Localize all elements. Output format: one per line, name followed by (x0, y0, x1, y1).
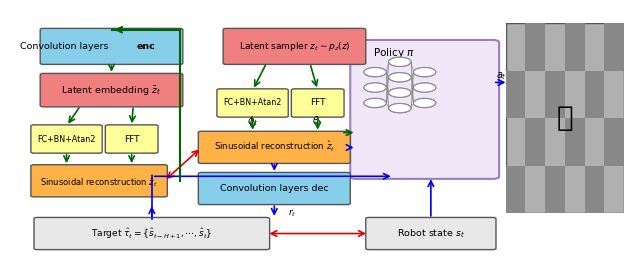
Text: Latent embedding $\bar{z}_t$: Latent embedding $\bar{z}_t$ (61, 84, 161, 97)
Text: Target $\hat{\tau}_t = \{\hat{s}_{t-H+1}, \cdots, \hat{s}_t\}$: Target $\hat{\tau}_t = \{\hat{s}_{t-H+1}… (91, 226, 212, 241)
Bar (506, 166, 525, 213)
FancyBboxPatch shape (291, 89, 344, 117)
Text: FC+BN+Atan2: FC+BN+Atan2 (37, 134, 96, 144)
FancyBboxPatch shape (350, 40, 499, 179)
Circle shape (364, 68, 386, 77)
Circle shape (364, 83, 386, 92)
FancyBboxPatch shape (31, 165, 167, 197)
FancyBboxPatch shape (217, 89, 288, 117)
Text: Latent sampler $z_t \sim p_z(z)$: Latent sampler $z_t \sim p_z(z)$ (239, 40, 350, 53)
Text: FFT: FFT (310, 99, 326, 107)
Circle shape (388, 88, 411, 97)
Circle shape (364, 83, 386, 92)
FancyBboxPatch shape (106, 125, 158, 153)
Bar (604, 118, 624, 166)
Bar (525, 23, 545, 71)
Circle shape (388, 73, 411, 82)
Text: Robot state $s_t$: Robot state $s_t$ (397, 227, 465, 240)
Circle shape (388, 103, 411, 113)
Circle shape (388, 57, 411, 67)
Bar (584, 71, 604, 118)
Text: FC+BN+Atan2: FC+BN+Atan2 (223, 99, 282, 107)
Text: $r_t$: $r_t$ (288, 207, 297, 219)
Circle shape (413, 83, 436, 92)
Circle shape (364, 68, 386, 77)
FancyBboxPatch shape (198, 131, 350, 164)
Text: FFT: FFT (124, 134, 140, 144)
Text: 🤖: 🤖 (557, 104, 573, 132)
Circle shape (364, 98, 386, 108)
Bar (506, 71, 525, 118)
Circle shape (364, 98, 386, 108)
Bar (604, 23, 624, 71)
FancyBboxPatch shape (223, 28, 365, 64)
Circle shape (413, 98, 436, 108)
Text: Convolution layers: Convolution layers (20, 42, 111, 51)
Text: $\phi_t$: $\phi_t$ (247, 114, 258, 128)
Circle shape (413, 68, 436, 77)
Text: Convolution layers dec: Convolution layers dec (220, 184, 328, 193)
Text: enc: enc (136, 42, 155, 51)
Circle shape (413, 68, 436, 77)
FancyBboxPatch shape (198, 172, 350, 205)
Circle shape (388, 88, 411, 97)
FancyBboxPatch shape (40, 73, 183, 107)
FancyBboxPatch shape (365, 217, 496, 250)
Circle shape (388, 73, 411, 82)
Circle shape (413, 98, 436, 108)
Bar (564, 118, 584, 166)
Text: $\theta_t$: $\theta_t$ (312, 114, 323, 128)
FancyBboxPatch shape (34, 217, 269, 250)
FancyBboxPatch shape (31, 125, 102, 153)
Bar (564, 23, 584, 71)
Bar (545, 166, 565, 213)
Circle shape (413, 83, 436, 92)
Circle shape (388, 103, 411, 113)
Circle shape (388, 57, 411, 67)
FancyBboxPatch shape (40, 28, 183, 64)
Text: Policy $\pi$: Policy $\pi$ (372, 46, 415, 60)
Text: Sinusoidal reconstruction $\hat{\bar{z}}_t$: Sinusoidal reconstruction $\hat{\bar{z}}… (40, 173, 158, 189)
Text: $a_t$: $a_t$ (496, 70, 507, 82)
Bar (545, 71, 565, 118)
Bar (525, 118, 545, 166)
Text: Sinusoidal reconstruction $\hat{z}_t$: Sinusoidal reconstruction $\hat{z}_t$ (214, 140, 335, 154)
Bar (584, 166, 604, 213)
